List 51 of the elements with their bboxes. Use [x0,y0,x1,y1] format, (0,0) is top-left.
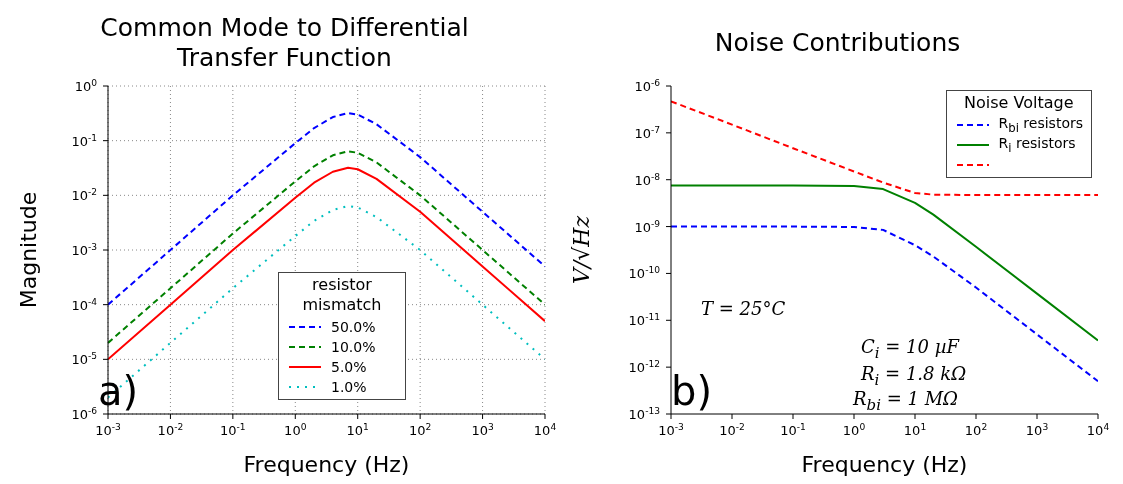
y-tick-label: 10$^{-3}$ [71,242,98,258]
y-tick-label: 10$^{0}$ [74,78,98,94]
y-tick-label: 10$^{-12}$ [628,359,660,376]
x-tick-label: 10$^{4}$ [1086,422,1110,438]
y-tick-label: 10$^{-1}$ [71,132,97,149]
x-tick-label: 10$^{4}$ [533,422,557,438]
y-tick-label: 10$^{-13}$ [628,406,661,422]
x-tick-label: 10$^{-2}$ [157,422,184,438]
x-tick-label: 10$^{2}$ [964,422,988,438]
annotation: R$_{bi}$ = 1 MΩ [853,388,959,414]
x-tick-label: 10$^{-1}$ [220,422,246,438]
x-tick-label: 10$^{-3}$ [658,422,685,438]
x-axis-title: Frequency (Hz) [801,452,968,477]
x-tick-label: 10$^{-3}$ [95,422,122,438]
x-tick-label: 10$^{0}$ [842,422,866,438]
x-tick-label: 10$^{3}$ [1025,422,1049,438]
y-axis-title: Magnitude [15,191,41,309]
chart-title: Noise Contributions [713,27,962,59]
x-tick-label: 10$^{1}$ [903,422,927,438]
y-tick-label: 10$^{-9}$ [634,218,661,235]
x-tick-label: 10$^{3}$ [471,422,494,438]
annotation: R$_{i}$ = 1.8 kΩ [861,363,967,389]
chart-title: Common Mode to Differential Transfer Function [99,12,470,74]
legend-label: R$_{i}$ resistors [998,135,1076,155]
annotation: C$_{i}$ = 10 µF [861,336,959,362]
x-tick-label: 10$^{0}$ [284,422,307,438]
y-tick-label: 10$^{-10}$ [628,265,661,282]
annotation: b) [671,368,712,414]
legend-title: resistor mismatch [301,275,383,315]
legend-label: 5.0% [331,359,367,375]
y-tick-label: 10$^{-5}$ [71,351,97,368]
y-tick-label: 10$^{-7}$ [634,124,661,141]
y-tick-label: 10$^{-8}$ [634,171,661,188]
y-tick-label: 10$^{-2}$ [71,187,97,204]
x-tick-label: 10$^{-2}$ [719,422,745,438]
legend-label: R$_{bi}$ resistors [998,115,1083,135]
y-tick-label: 10$^{-4}$ [71,296,98,313]
annotation: a) [98,368,139,414]
x-tick-label: 10$^{-1}$ [780,422,806,438]
annotation: T = 25°C [701,298,786,319]
legend-title: Noise Voltage [963,93,1075,113]
y-axis-title: V/√Hz [568,215,594,285]
x-tick-label: 10$^{2}$ [408,422,432,438]
y-tick-label: 10$^{-6}$ [71,406,98,422]
x-axis-title: Frequency (Hz) [243,452,410,477]
legend-label: 10.0% [331,339,376,355]
y-tick-label: 10$^{-6}$ [634,78,661,94]
y-tick-label: 10$^{-11}$ [628,312,660,329]
legend-label: 50.0% [331,319,376,335]
x-tick-label: 10$^{1}$ [346,422,369,438]
legend-label: 1.0% [331,379,367,395]
